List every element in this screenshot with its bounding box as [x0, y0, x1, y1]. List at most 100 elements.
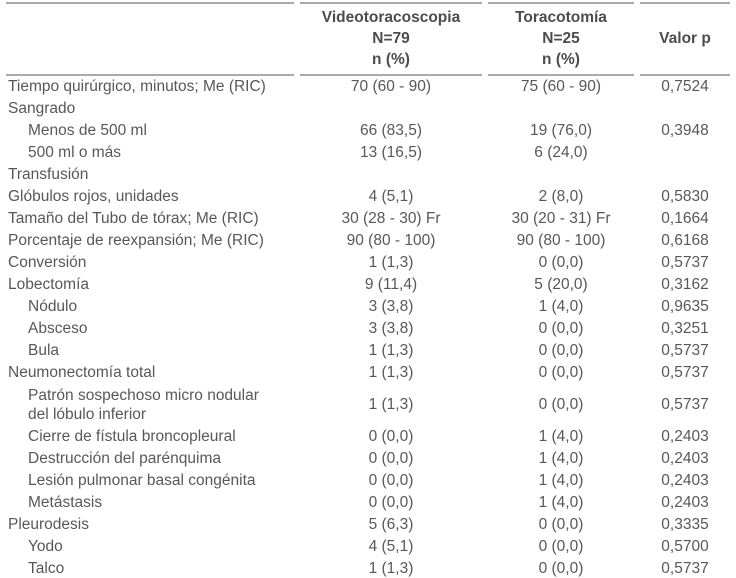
row-label: Absceso [28, 320, 88, 337]
row-label: Porcentaje de reexpansión; Me (RIC) [8, 232, 264, 249]
cell-valor-p: 0,7524 [661, 78, 709, 95]
cell-valor-p: 0,3251 [661, 320, 709, 337]
table-row: Yodo 4 (5,1) 0 (0,0) 0,5700 [6, 536, 730, 558]
cell-videotoracoscopia: 30 (28 - 30) Fr [341, 210, 441, 227]
cell-videotoracoscopia: 0 (0,0) [368, 472, 414, 489]
column-header-toracotomia: Toracotomía N=25 n (%) [488, 2, 634, 76]
table-row: Menos de 500 ml 66 (83,5) 19 (76,0) 0,3948 [6, 120, 730, 142]
header-group-unit: n (%) [372, 51, 410, 68]
cell-valor-p [640, 142, 730, 164]
header-group-name: Videotoracoscopia [321, 9, 461, 26]
cell-valor-p: 0,5737 [661, 364, 709, 381]
header-group-n: N=79 [372, 30, 410, 47]
cell-valor-p: 0,5737 [640, 558, 730, 578]
table-row: Porcentaje de reexpansión; Me (RIC) 90 (8… [6, 230, 730, 252]
cell-toracotomia: 1 (4,0) [538, 494, 584, 511]
cell-videotoracoscopia: 5 (6,3) [368, 516, 414, 533]
table-row: Lobectomía 9 (11,4) 5 (20,0) 0,3162 [6, 274, 730, 296]
table-row: Lesión pulmonar basal congénita 0 (0,0) 1 … [6, 470, 730, 492]
cell-videotoracoscopia: 1 (1,3) [368, 254, 414, 271]
row-label: Yodo [28, 538, 63, 555]
cell-toracotomia: 1 (4,0) [538, 450, 584, 467]
cell-valor-p: 0,2403 [661, 450, 709, 467]
row-label: Pleurodesis [8, 516, 89, 533]
table-row: Talco 1 (1,3) 0 (0,0) 0,5737 [6, 558, 730, 578]
cell-valor-p: 0,3948 [661, 122, 709, 139]
cell-valor-p: 0,2403 [661, 472, 709, 489]
cell-videotoracoscopia: 1 (1,3) [300, 558, 482, 578]
cell-valor-p: 0,2403 [661, 494, 709, 511]
cell-toracotomia: 0 (0,0) [538, 364, 584, 381]
cell-videotoracoscopia: 1 (1,3) [368, 342, 414, 359]
row-label: Menos de 500 ml [28, 122, 147, 139]
table-row: Neumonectomía total 1 (1,3) 0 (0,0) 0,5737 [6, 362, 730, 384]
table-header: Videotoracoscopia N=79 n (%) Toracotomía… [6, 2, 730, 76]
row-label: Cierre de fístula broncopleural [28, 428, 236, 445]
cell-toracotomia: 1 (4,0) [538, 428, 584, 445]
table-row: 500 ml o más 13 (16,5) 6 (24,0) [6, 142, 730, 164]
cell-toracotomia: 6 (24,0) [534, 144, 588, 161]
cell-valor-p: 0,5737 [661, 342, 709, 359]
row-label: Glóbulos rojos, unidades [8, 188, 179, 205]
row-label: Tiempo quirúrgico, minutos; Me (RIC) [8, 78, 266, 95]
cell-valor-p: 0,3335 [661, 516, 709, 533]
row-label: Destrucción del parénquima [28, 450, 221, 467]
row-label: Lesión pulmonar basal congénita [28, 472, 256, 489]
cell-videotoracoscopia: 90 (80 - 100) [346, 232, 436, 249]
cell-toracotomia: 19 (76,0) [529, 122, 593, 139]
row-label: Transfusión [8, 166, 89, 183]
cell-videotoracoscopia: 4 (5,1) [368, 188, 414, 205]
cell-toracotomia: 1 (4,0) [538, 472, 584, 489]
cell-videotoracoscopia: 0 (0,0) [368, 428, 414, 445]
column-header-videotoracoscopia: Videotoracoscopia N=79 n (%) [300, 2, 482, 76]
cell-valor-p: 0,5830 [661, 188, 709, 205]
row-label: Talco [6, 558, 294, 578]
row-label: Lobectomía [8, 276, 89, 293]
cell-toracotomia [488, 164, 634, 186]
header-group-unit: n (%) [542, 51, 580, 68]
cell-videotoracoscopia: 1 (1,3) [368, 364, 414, 381]
table-body: Tiempo quirúrgico, minutos; Me (RIC) 70 (… [6, 76, 730, 578]
table-row: Transfusión [6, 164, 730, 186]
table-row: Cierre de fístula broncopleural 0 (0,0) 1 … [6, 426, 730, 448]
row-label: Neumonectomía total [8, 364, 156, 381]
cell-valor-p: 0,5737 [661, 396, 709, 413]
cell-videotoracoscopia: 66 (83,5) [359, 122, 423, 139]
table-row: Metástasis 0 (0,0) 1 (4,0) 0,2403 [6, 492, 730, 514]
table-row: Bula 1 (1,3) 0 (0,0) 0,5737 [6, 340, 730, 362]
cell-toracotomia: 0 (0,0) [538, 516, 584, 533]
table-row: Glóbulos rojos, unidades 4 (5,1) 2 (8,0) 0,… [6, 186, 730, 208]
cell-valor-p: 0,1664 [661, 210, 709, 227]
table-row: Absceso 3 (3,8) 0 (0,0) 0,3251 [6, 318, 730, 340]
cell-valor-p: 0,2403 [661, 428, 709, 445]
cell-valor-p: 0,3162 [661, 276, 709, 293]
row-label: Conversión [8, 254, 87, 271]
table-row: Destrucción del parénquima 0 (0,0) 1 (4,0)… [6, 448, 730, 470]
table-row: Tiempo quirúrgico, minutos; Me (RIC) 70 (… [6, 76, 730, 98]
cell-valor-p: 0,6168 [661, 232, 709, 249]
row-label: Sangrado [8, 100, 76, 117]
cell-valor-p: 0,5700 [661, 538, 709, 555]
cell-videotoracoscopia: 1 (1,3) [368, 396, 414, 413]
cell-toracotomia: 90 (80 - 100) [516, 232, 606, 249]
header-group-n: N=25 [542, 30, 580, 47]
cell-toracotomia: 0 (0,0) [538, 254, 584, 271]
row-label: Tamaño del Tubo de tórax; Me (RIC) [8, 210, 259, 227]
cell-toracotomia: 1 (4,0) [538, 298, 584, 315]
table-row: Sangrado [6, 98, 730, 120]
cell-videotoracoscopia [300, 164, 482, 186]
cell-videotoracoscopia: 3 (3,8) [368, 320, 414, 337]
table-row: Pleurodesis 5 (6,3) 0 (0,0) 0,3335 [6, 514, 730, 536]
cell-valor-p: 0,9635 [661, 298, 709, 315]
cell-videotoracoscopia: 9 (11,4) [364, 276, 418, 293]
cell-toracotomia [488, 98, 634, 120]
cell-toracotomia: 0 (0,0) [488, 558, 634, 578]
cell-toracotomia: 0 (0,0) [538, 538, 584, 555]
row-label: Bula [28, 342, 60, 359]
cell-videotoracoscopia: 0 (0,0) [368, 450, 414, 467]
cell-videotoracoscopia: 0 (0,0) [368, 494, 414, 511]
column-header-variable [6, 2, 294, 76]
cell-toracotomia: 0 (0,0) [538, 320, 584, 337]
